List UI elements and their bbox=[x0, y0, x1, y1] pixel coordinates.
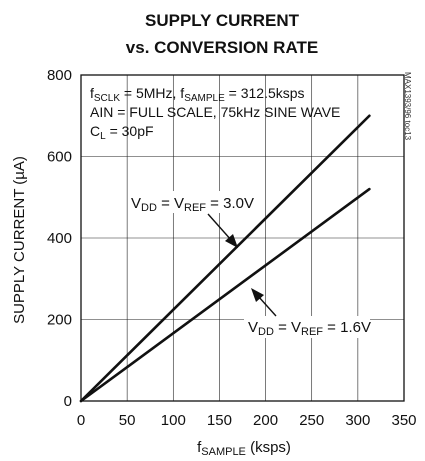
y-tick-label: 200 bbox=[47, 312, 72, 329]
series-label-3v0: VDD = VREF = 3.0V bbox=[128, 191, 254, 248]
x-tick-label: 50 bbox=[119, 412, 136, 429]
y-tick-labels: 0 200 400 600 800 bbox=[47, 67, 72, 410]
condition-line-3: CL = 30pF bbox=[90, 123, 154, 142]
plot-frame bbox=[80, 74, 405, 402]
condition-line-1: fSCLK = 5MHz, fSAMPLE = 312.5ksps bbox=[90, 85, 305, 104]
series-line-0 bbox=[79, 114, 371, 403]
y-axis-label: SUPPLY CURRENT (µA) bbox=[11, 156, 28, 324]
y-tick-label: 400 bbox=[47, 230, 72, 247]
y-tick-label: 800 bbox=[47, 67, 72, 84]
x-tick-label: 100 bbox=[161, 412, 186, 429]
side-code: MAX1393/96 toc13 bbox=[403, 72, 412, 141]
x-tick-label: 200 bbox=[253, 412, 278, 429]
x-tick-label: 150 bbox=[207, 412, 232, 429]
x-tick-label: 350 bbox=[391, 412, 416, 429]
x-tick-labels: 0 50 100 150 200 250 300 350 bbox=[77, 412, 417, 429]
y-tick-label: 0 bbox=[64, 393, 72, 410]
x-tick-label: 250 bbox=[299, 412, 324, 429]
svg-text:VDD = VREF = 1.6V: VDD = VREF = 1.6V bbox=[248, 319, 371, 338]
series-label-1v6: VDD = VREF = 1.6V bbox=[244, 288, 371, 338]
grid bbox=[81, 75, 404, 401]
arrow-3v0 bbox=[207, 213, 233, 242]
x-tick-label: 300 bbox=[345, 412, 370, 429]
series-line-1 bbox=[79, 187, 371, 403]
arrowhead-1v6 bbox=[251, 288, 264, 302]
svg-text:VDD = VREF = 3.0V: VDD = VREF = 3.0V bbox=[131, 195, 254, 214]
arrowhead-3v0 bbox=[225, 234, 238, 248]
series-lines bbox=[79, 114, 371, 403]
chart-title-line2: vs. CONVERSION RATE bbox=[126, 38, 318, 57]
condition-line-2: AIN = FULL SCALE, 75kHz SINE WAVE bbox=[90, 104, 340, 120]
chart-title-line1: SUPPLY CURRENT bbox=[145, 11, 300, 30]
x-axis-label: fSAMPLE (ksps) bbox=[197, 439, 291, 458]
y-tick-label: 600 bbox=[47, 149, 72, 166]
x-tick-label: 0 bbox=[77, 412, 85, 429]
conditions-note: fSCLK = 5MHz, fSAMPLE = 312.5ksps AIN = … bbox=[90, 85, 340, 142]
arrow-1v6 bbox=[257, 295, 277, 317]
